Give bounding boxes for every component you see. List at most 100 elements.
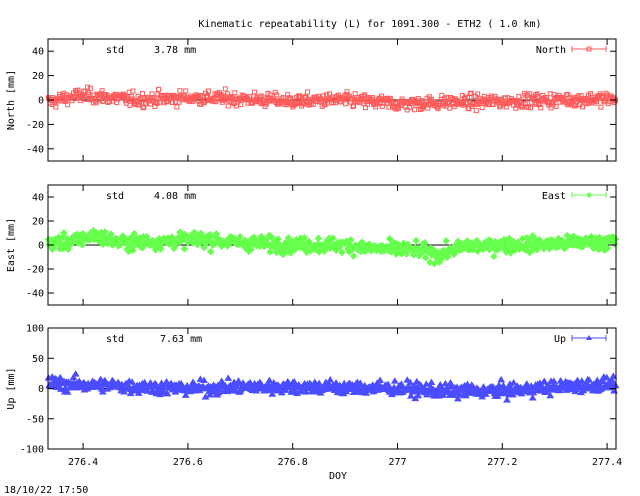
data-point (533, 246, 541, 254)
data-point (347, 236, 355, 244)
y-axis-label: Up [mm] (6, 367, 17, 409)
data-point (338, 248, 346, 257)
data-point (385, 234, 394, 243)
data-point (481, 390, 490, 397)
data-point (435, 389, 444, 397)
y-tick-label: -40 (26, 289, 44, 300)
data-point (588, 91, 594, 97)
data-point (296, 93, 302, 99)
legend-label: North (536, 45, 566, 56)
data-point (261, 95, 267, 101)
data-point (60, 229, 68, 237)
std-label: std (106, 45, 124, 56)
data-point (360, 93, 366, 99)
data-point (130, 229, 139, 238)
data-point (544, 95, 550, 101)
data-point (128, 235, 136, 243)
data-points (44, 226, 620, 268)
data-point (220, 97, 226, 103)
data-point (302, 388, 310, 395)
data-point (439, 92, 445, 98)
data-point (157, 245, 165, 253)
data-point (238, 102, 244, 108)
data-point (300, 234, 309, 242)
data-point (314, 234, 323, 243)
data-point (156, 86, 162, 92)
data-point (266, 248, 274, 256)
data-point (599, 377, 607, 385)
data-point (183, 88, 189, 94)
data-point (412, 107, 418, 113)
legend-label: East (542, 191, 566, 202)
y-tick-label: 0 (38, 241, 44, 252)
data-point (225, 103, 231, 109)
legend-label: Up (554, 334, 566, 345)
data-point (206, 247, 215, 256)
data-point (285, 92, 291, 98)
data-point (78, 241, 86, 249)
data-point (200, 243, 208, 252)
y-tick-label: -20 (26, 120, 44, 131)
data-point (234, 377, 243, 384)
y-tick-label: 20 (32, 217, 44, 228)
data-point (551, 92, 557, 98)
data-point (140, 378, 149, 386)
data-point (129, 246, 137, 255)
data-point (365, 101, 371, 107)
data-point (453, 394, 462, 402)
y-tick-label: 20 (32, 71, 44, 82)
data-point (455, 390, 464, 398)
y-axis-label: East [mm] (6, 218, 17, 272)
legend-marker (586, 335, 592, 340)
data-point (300, 101, 306, 107)
data-point (410, 251, 418, 259)
std-value: 7.63 mm (160, 334, 202, 345)
panel-north: -40 -20 0 20 40 North [mm] std 3.78 mm North (6, 38, 619, 162)
data-point (169, 100, 175, 106)
data-point (101, 228, 109, 236)
data-point (196, 375, 205, 382)
std-value: 3.78 mm (154, 45, 196, 56)
data-point (583, 101, 589, 107)
data-point (585, 376, 594, 383)
data-point (402, 250, 411, 258)
data-point (53, 104, 59, 110)
y-tick-label: 0 (38, 96, 44, 107)
data-point (407, 392, 415, 399)
data-point (442, 237, 450, 245)
data-point (422, 380, 431, 387)
x-tick-label: 276.8 (278, 457, 308, 468)
data-point (384, 380, 393, 388)
data-point (218, 91, 224, 97)
std-value: 4.08 mm (154, 191, 196, 202)
y-tick-label: 40 (32, 193, 44, 204)
data-point (516, 93, 522, 99)
data-point (86, 91, 92, 97)
x-tick-label: 277.2 (487, 457, 517, 468)
data-point (570, 232, 578, 240)
data-point (603, 244, 612, 252)
legend-marker (586, 192, 592, 198)
x-tick-label: 276.6 (173, 457, 203, 468)
data-point (390, 377, 399, 384)
data-point (279, 250, 287, 259)
data-point (553, 103, 559, 109)
data-point (387, 95, 393, 101)
data-point (473, 108, 479, 114)
data-point (232, 90, 238, 96)
data-point (329, 234, 337, 242)
data-point (352, 91, 358, 97)
data-point (84, 84, 90, 90)
data-point (236, 232, 244, 241)
data-point (128, 378, 137, 385)
data-point (495, 381, 503, 388)
data-point (538, 105, 544, 111)
data-point (130, 88, 136, 94)
std-label: std (106, 191, 124, 202)
data-point (315, 379, 324, 387)
data-point (274, 92, 280, 98)
data-point (370, 95, 376, 101)
data-point (61, 383, 70, 391)
y-tick-label: 40 (32, 47, 44, 58)
data-point (418, 98, 424, 104)
